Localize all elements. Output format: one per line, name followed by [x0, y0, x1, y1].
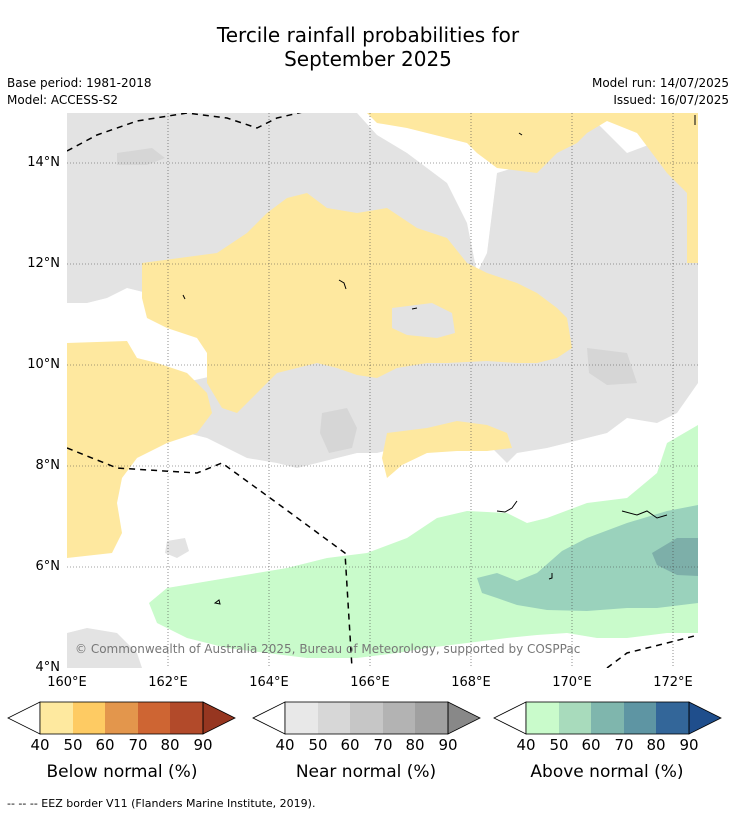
rainfall-map: © Commonwealth of Australia 2025, Bureau…: [67, 113, 698, 668]
lon-label-170: 170°E: [552, 675, 592, 690]
island-7: [548, 573, 553, 580]
below-tick-60: 60: [95, 736, 115, 754]
model-run: Model run: 14/07/2025: [591, 76, 729, 90]
near-normal-region-small: [165, 538, 189, 558]
near-normal-island: [392, 303, 455, 338]
colorbar-near-high-extend: [447, 701, 481, 735]
lat-label-6: 6°N: [35, 559, 61, 574]
island-1: [518, 132, 523, 136]
below-normal-region-strip: [382, 421, 512, 478]
colorbar-near-segment-4: [415, 702, 448, 734]
below-tick-50: 50: [63, 736, 83, 754]
colorbar-below-low-extend: [7, 701, 41, 735]
colorbar-above-outline: [525, 701, 690, 735]
colorbar-below-high-extend: [202, 701, 236, 735]
issued-date: Issued: 16/07/2025: [613, 93, 729, 107]
below-normal-region-west: [67, 341, 212, 558]
near-normal-region-sw: [67, 628, 142, 668]
colorbar-near-outline: [284, 701, 449, 735]
island-9: [182, 294, 186, 300]
below-tick-90: 90: [193, 736, 213, 754]
colorbar-below-segment-4: [170, 702, 203, 734]
above-normal-50: [477, 505, 698, 611]
colorbar-near-title: Near normal (%): [295, 762, 437, 782]
lat-label-4: 4°N: [35, 660, 61, 675]
island-2: [338, 279, 347, 290]
colorbar-near-segment-2: [350, 702, 383, 734]
colorbar-above-title: Above normal (%): [530, 762, 684, 782]
colorbar-near-low-extend: [252, 701, 286, 735]
above-tick-80: 80: [646, 736, 666, 754]
colorbar-above-segment-4: [656, 702, 689, 734]
colorbar-below-segment-2: [105, 702, 138, 734]
near-tick-70: 70: [373, 736, 393, 754]
model-name: Model: ACCESS-S2: [7, 93, 119, 107]
colorbar-near-segment-1: [318, 702, 350, 734]
lon-label-162: 162°E: [148, 675, 188, 690]
near-tick-80: 80: [405, 736, 425, 754]
above-tick-40: 40: [516, 736, 536, 754]
colorbar-above-low-extend: [493, 701, 527, 735]
below-tick-80: 80: [160, 736, 180, 754]
colorbar-below-segment-1: [73, 702, 105, 734]
base-period: Base period: 1981-2018: [7, 76, 152, 90]
above-normal-60: [652, 538, 698, 576]
copyright-text: © Commonwealth of Australia 2025, Bureau…: [75, 642, 580, 656]
lon-label-164: 164°E: [249, 675, 289, 690]
lon-label-172: 172°E: [653, 675, 693, 690]
lat-label-14: 14°N: [27, 155, 60, 170]
colorbar-near-segment-0: [285, 702, 318, 734]
eez-border-central: [67, 447, 353, 668]
near-tick-40: 40: [275, 736, 295, 754]
below-normal-region-north: [367, 113, 698, 263]
colorbar-below-segment-0: [40, 702, 73, 734]
island-5: [621, 510, 668, 519]
above-tick-70: 70: [614, 736, 634, 754]
lon-label-166: 166°E: [350, 675, 390, 690]
colorbars: [7, 701, 722, 735]
colorbar-above-segment-3: [624, 702, 656, 734]
above-tick-90: 90: [679, 736, 699, 754]
lon-label-160: 160°E: [47, 675, 87, 690]
island-3: [411, 307, 418, 310]
colorbar-above-segment-0: [526, 702, 559, 734]
colorbar-near-segment-3: [383, 702, 415, 734]
near-normal-dark-2: [320, 408, 357, 453]
near-tick-60: 60: [340, 736, 360, 754]
eez-border-north: [67, 113, 302, 152]
colorbar-above-segment-2: [591, 702, 624, 734]
lat-label-10: 10°N: [27, 357, 60, 372]
below-tick-40: 40: [30, 736, 50, 754]
colorbar-above-segment-1: [559, 702, 591, 734]
below-tick-70: 70: [128, 736, 148, 754]
colorbar-below-segment-3: [138, 702, 170, 734]
lat-label-12: 12°N: [27, 256, 60, 271]
lat-label-8: 8°N: [35, 458, 61, 473]
colorbar-above-normal: [493, 701, 722, 735]
near-tick-50: 50: [308, 736, 328, 754]
title-line-1: Tercile rainfall probabilities for: [216, 23, 520, 47]
above-tick-50: 50: [549, 736, 569, 754]
colorbar-above-high-extend: [688, 701, 722, 735]
title-line-2: September 2025: [284, 47, 452, 71]
eez-legend-note: -- -- -- EEZ border V11 (Flanders Marine…: [7, 797, 316, 810]
island-6: [213, 599, 221, 605]
above-tick-60: 60: [581, 736, 601, 754]
lon-label-168: 168°E: [451, 675, 491, 690]
near-tick-90: 90: [438, 736, 458, 754]
colorbar-below-normal: [7, 701, 236, 735]
colorbar-below-title: Below normal (%): [46, 762, 198, 782]
colorbar-below-outline: [39, 701, 204, 735]
near-normal-dark-3: [587, 348, 637, 385]
below-normal-region-central: [142, 193, 572, 413]
colorbar-near-normal: [252, 701, 481, 735]
eez-border-southeast: [606, 634, 698, 668]
near-normal-dark-1: [117, 148, 165, 165]
island-4: [496, 500, 518, 513]
